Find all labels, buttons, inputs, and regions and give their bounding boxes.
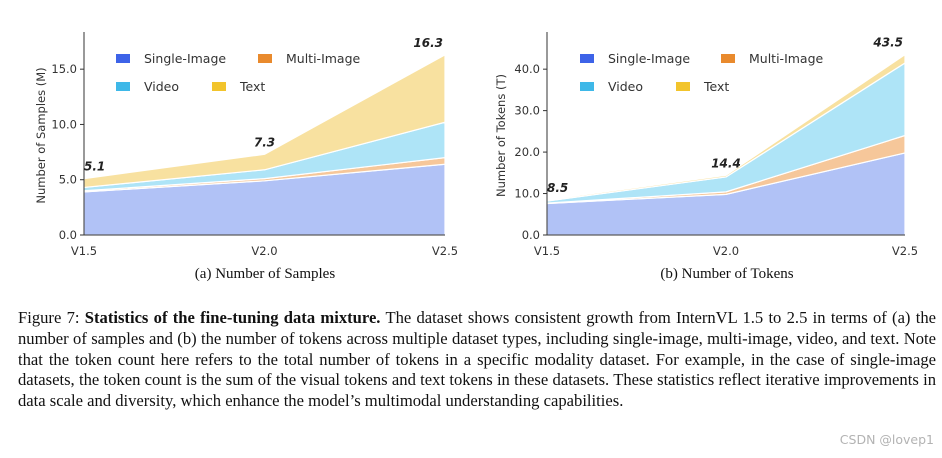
legend-label-single-image: Single-Image <box>608 51 690 66</box>
total-data-label: 16.3 <box>413 36 443 50</box>
subcaption-tokens: (b) Number of Tokens <box>660 266 794 282</box>
legend-label-multi-image: Multi-Image <box>286 51 361 66</box>
y-tick-label: 40.0 <box>514 62 540 76</box>
y-tick-label: 0.0 <box>59 228 77 242</box>
legend-label-video: Video <box>608 79 643 94</box>
figure-caption: Figure 7: Statistics of the fine-tuning … <box>18 308 936 412</box>
subcaption-samples: (a) Number of Samples <box>194 266 336 282</box>
y-tick-label: 15.0 <box>51 62 77 76</box>
y-tick-label: 5.0 <box>59 173 77 187</box>
x-tick-label: V1.5 <box>534 244 560 258</box>
total-data-label: 43.5 <box>872 36 903 50</box>
legend-swatch-video <box>116 82 130 91</box>
legend-swatch-text <box>676 82 690 91</box>
total-data-label: 8.5 <box>547 181 568 195</box>
watermark: CSDN @lovep1 <box>839 432 934 447</box>
x-tick-label: V2.0 <box>251 244 277 258</box>
chart-tokens: 0.0 10.0 20.0 30.0 40.0 V1.5 V2.0 V2.5 Number of… <box>494 32 918 258</box>
x-tick-label: V2.5 <box>432 244 458 258</box>
legend-swatch-single-image <box>580 54 594 63</box>
legend-swatch-multi-image <box>258 54 272 63</box>
legend-label-text: Text <box>703 79 729 94</box>
y-tick-label: 10.0 <box>514 187 540 201</box>
total-data-label: 5.1 <box>84 160 105 174</box>
chart-samples: 0.0 5.0 10.0 15.0 V1.5 V2.0 V2.5 Number of Samp… <box>34 32 458 258</box>
x-tick-label: V2.5 <box>892 244 918 258</box>
y-tick-label: 20.0 <box>514 145 540 159</box>
total-data-label: 14.4 <box>711 156 741 170</box>
y-tick-label: 0.0 <box>522 228 540 242</box>
total-data-label: 7.3 <box>254 135 275 149</box>
legend-swatch-text <box>212 82 226 91</box>
y-axis-label: Number of Tokens (T) <box>494 74 508 197</box>
x-tick-label: V1.5 <box>71 244 97 258</box>
caption-label: Figure 7: <box>18 308 85 327</box>
legend-label-single-image: Single-Image <box>144 51 226 66</box>
legend-label-multi-image: Multi-Image <box>749 51 824 66</box>
x-tick-label: V2.0 <box>713 244 739 258</box>
caption-title: Statistics of the fine-tuning data mixtu… <box>84 308 381 327</box>
y-axis-label: Number of Samples (M) <box>34 67 48 203</box>
y-tick-label: 10.0 <box>51 117 77 131</box>
legend-label-text: Text <box>239 79 265 94</box>
y-tick-label: 30.0 <box>514 104 540 118</box>
legend-swatch-multi-image <box>721 54 735 63</box>
legend-swatch-video <box>580 82 594 91</box>
legend-swatch-single-image <box>116 54 130 63</box>
legend-label-video: Video <box>144 79 179 94</box>
caption-body: The dataset shows consistent growth from… <box>18 308 937 411</box>
